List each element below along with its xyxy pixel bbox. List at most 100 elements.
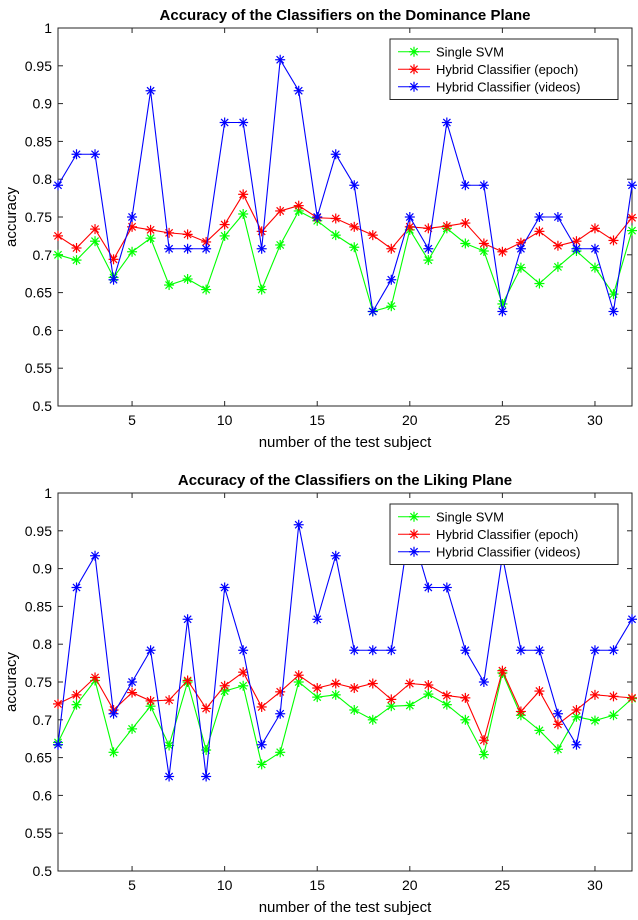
data-point — [330, 230, 341, 241]
data-point — [164, 740, 175, 751]
data-point — [293, 677, 304, 687]
legend-entry: Hybrid Classifier (videos) — [398, 544, 580, 559]
data-point — [238, 117, 249, 128]
data-point — [71, 149, 82, 160]
data-point — [53, 249, 63, 260]
x-tick-label: 20 — [402, 877, 418, 893]
data-point — [201, 771, 212, 782]
data-point — [386, 694, 397, 705]
data-point — [164, 227, 175, 238]
legend: Single SVM Hybrid Classifier (epoch) Hybri… — [389, 38, 619, 100]
data-point — [552, 261, 563, 272]
data-point — [441, 221, 452, 232]
data-point — [589, 715, 600, 726]
data-point — [90, 224, 101, 235]
data-point — [386, 645, 397, 656]
data-point — [108, 747, 119, 758]
data-point — [627, 614, 637, 625]
chart-title: Accuracy of the Classifiers on the Domin… — [160, 7, 531, 24]
series-group — [53, 519, 637, 782]
data-point — [460, 645, 471, 656]
data-point — [164, 280, 175, 291]
x-tick-label: 30 — [587, 877, 603, 893]
data-point — [478, 749, 489, 760]
x-tick-label: 5 — [128, 877, 136, 893]
data-point — [608, 235, 619, 246]
data-point — [219, 680, 230, 691]
data-point — [312, 212, 323, 222]
data-point — [71, 699, 82, 710]
data-point — [90, 236, 101, 247]
data-point — [423, 680, 434, 691]
data-point — [71, 582, 82, 593]
data-point — [182, 273, 193, 284]
data-point — [534, 212, 545, 222]
data-point — [90, 672, 101, 683]
data-point — [478, 735, 489, 746]
data-point — [441, 699, 452, 710]
data-point — [145, 695, 156, 706]
data-point — [627, 180, 637, 191]
data-point — [201, 703, 212, 714]
data-point — [219, 117, 230, 128]
legend-marker — [409, 511, 419, 522]
x-axis-label: number of the test subject — [259, 434, 432, 451]
y-tick-label: 0.85 — [25, 598, 52, 614]
data-point — [460, 714, 471, 725]
data-point — [238, 189, 249, 200]
data-point — [330, 689, 341, 700]
data-point — [71, 689, 82, 700]
data-point — [330, 550, 341, 561]
data-point — [219, 582, 230, 593]
data-point — [293, 200, 304, 211]
data-point — [534, 686, 545, 697]
data-point — [330, 678, 341, 689]
data-point — [404, 678, 415, 689]
data-point — [534, 278, 545, 289]
data-point — [182, 243, 193, 254]
y-tick-label: 0.9 — [33, 561, 53, 577]
y-tick-label: 0.65 — [25, 750, 52, 766]
legend-marker — [409, 81, 419, 92]
data-point — [497, 306, 508, 317]
legend-marker — [409, 64, 419, 75]
data-point — [164, 771, 175, 782]
legend-entry: Single SVM — [398, 44, 504, 59]
legend-entry: Single SVM — [398, 509, 504, 524]
data-point — [627, 225, 637, 236]
data-point — [441, 117, 452, 128]
data-point — [201, 243, 212, 254]
chart-title: Accuracy of the Classifiers on the Likin… — [178, 472, 512, 489]
data-point — [367, 645, 378, 656]
data-point — [515, 262, 526, 273]
data-point — [552, 719, 563, 730]
y-tick-label: 0.85 — [25, 133, 52, 149]
data-point — [460, 692, 471, 703]
data-point — [293, 519, 304, 530]
data-point — [53, 698, 63, 709]
data-point — [71, 242, 82, 253]
data-point — [404, 212, 415, 222]
data-point — [238, 667, 249, 678]
data-point — [145, 224, 156, 235]
data-point — [127, 246, 138, 257]
data-point — [627, 212, 637, 223]
y-tick-label: 1 — [44, 20, 52, 36]
x-tick-label: 10 — [217, 877, 233, 893]
y-tick-label: 0.75 — [25, 209, 52, 225]
data-point — [589, 262, 600, 273]
data-point — [552, 240, 563, 251]
x-tick-label: 5 — [128, 412, 136, 428]
data-point — [404, 700, 415, 711]
y-tick-label: 0.5 — [33, 398, 53, 414]
data-point — [330, 213, 341, 224]
data-point — [534, 645, 545, 656]
data-point — [478, 238, 489, 249]
data-point — [349, 180, 360, 191]
data-point — [127, 687, 138, 698]
data-point — [386, 301, 397, 312]
data-point — [164, 243, 175, 254]
data-point — [90, 550, 101, 561]
data-point — [589, 689, 600, 700]
